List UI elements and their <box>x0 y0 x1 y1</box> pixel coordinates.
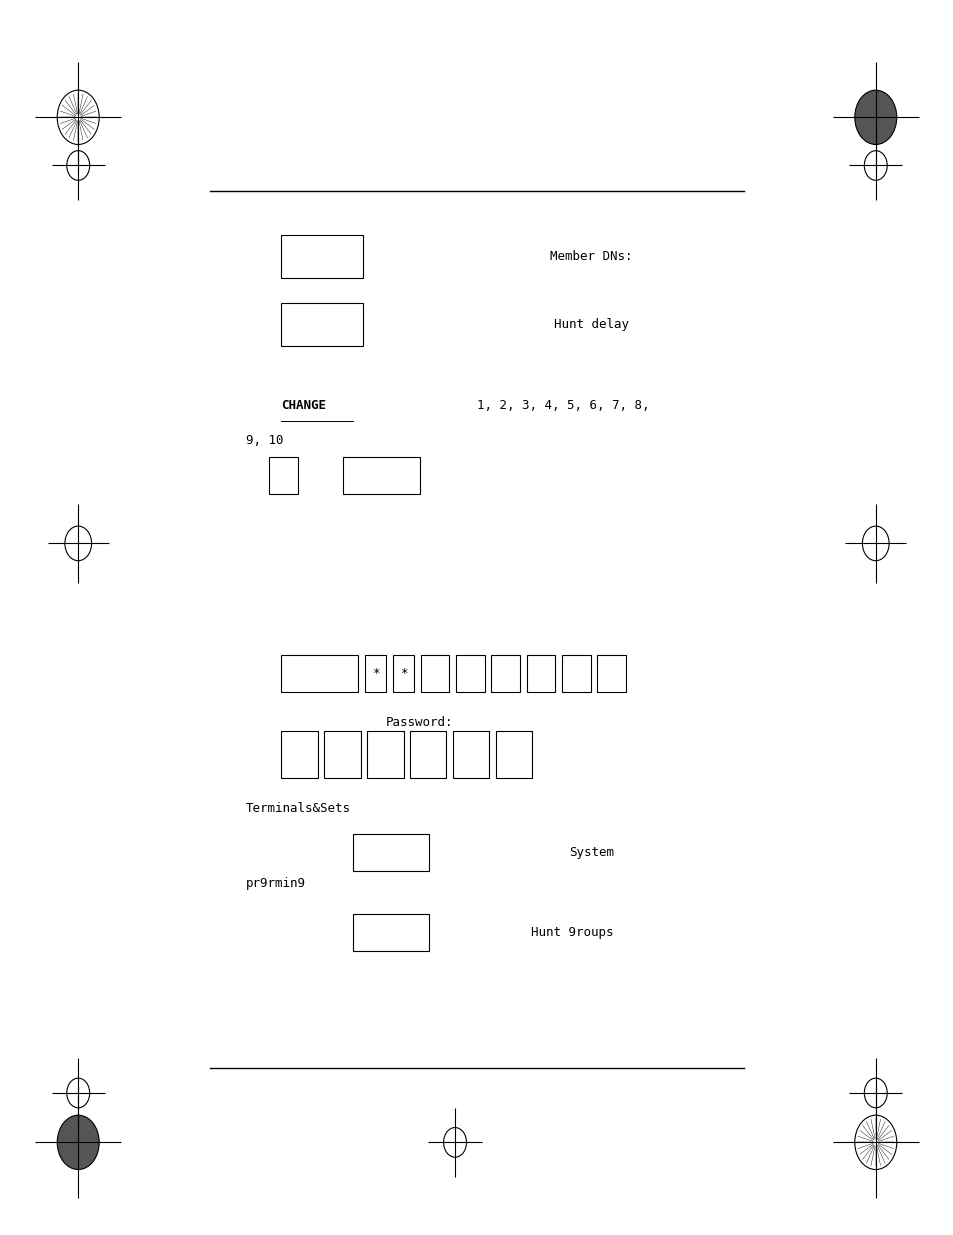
Bar <box>456 655 484 692</box>
Text: CHANGE: CHANGE <box>281 399 326 411</box>
Bar <box>420 655 449 692</box>
Text: System: System <box>568 846 614 858</box>
Bar <box>343 457 419 494</box>
Bar <box>269 457 297 494</box>
Text: Hunt 9roups: Hunt 9roups <box>531 926 613 939</box>
Bar <box>453 731 489 778</box>
Circle shape <box>854 90 896 144</box>
Bar <box>393 655 414 692</box>
Bar <box>281 655 357 692</box>
Bar <box>353 834 429 871</box>
Bar <box>281 731 317 778</box>
Text: 9, 10: 9, 10 <box>246 435 283 447</box>
Bar <box>324 731 360 778</box>
Bar <box>353 914 429 951</box>
Bar <box>597 655 625 692</box>
Text: *: * <box>372 667 379 679</box>
Text: Hunt delay: Hunt delay <box>554 319 628 331</box>
Text: pr9rmin9: pr9rmin9 <box>246 877 306 889</box>
Bar <box>491 655 519 692</box>
Bar <box>365 655 386 692</box>
Bar <box>410 731 446 778</box>
Text: Password:: Password: <box>386 716 453 729</box>
Text: Member DNs:: Member DNs: <box>550 251 632 263</box>
Bar <box>367 731 403 778</box>
Bar <box>561 655 590 692</box>
Text: 1, 2, 3, 4, 5, 6, 7, 8,: 1, 2, 3, 4, 5, 6, 7, 8, <box>476 399 649 411</box>
Text: *: * <box>399 667 407 679</box>
Bar <box>281 303 362 346</box>
Text: Terminals&Sets: Terminals&Sets <box>246 803 351 815</box>
Bar <box>526 655 555 692</box>
Bar <box>281 235 362 278</box>
Circle shape <box>57 1115 99 1170</box>
Bar <box>496 731 532 778</box>
